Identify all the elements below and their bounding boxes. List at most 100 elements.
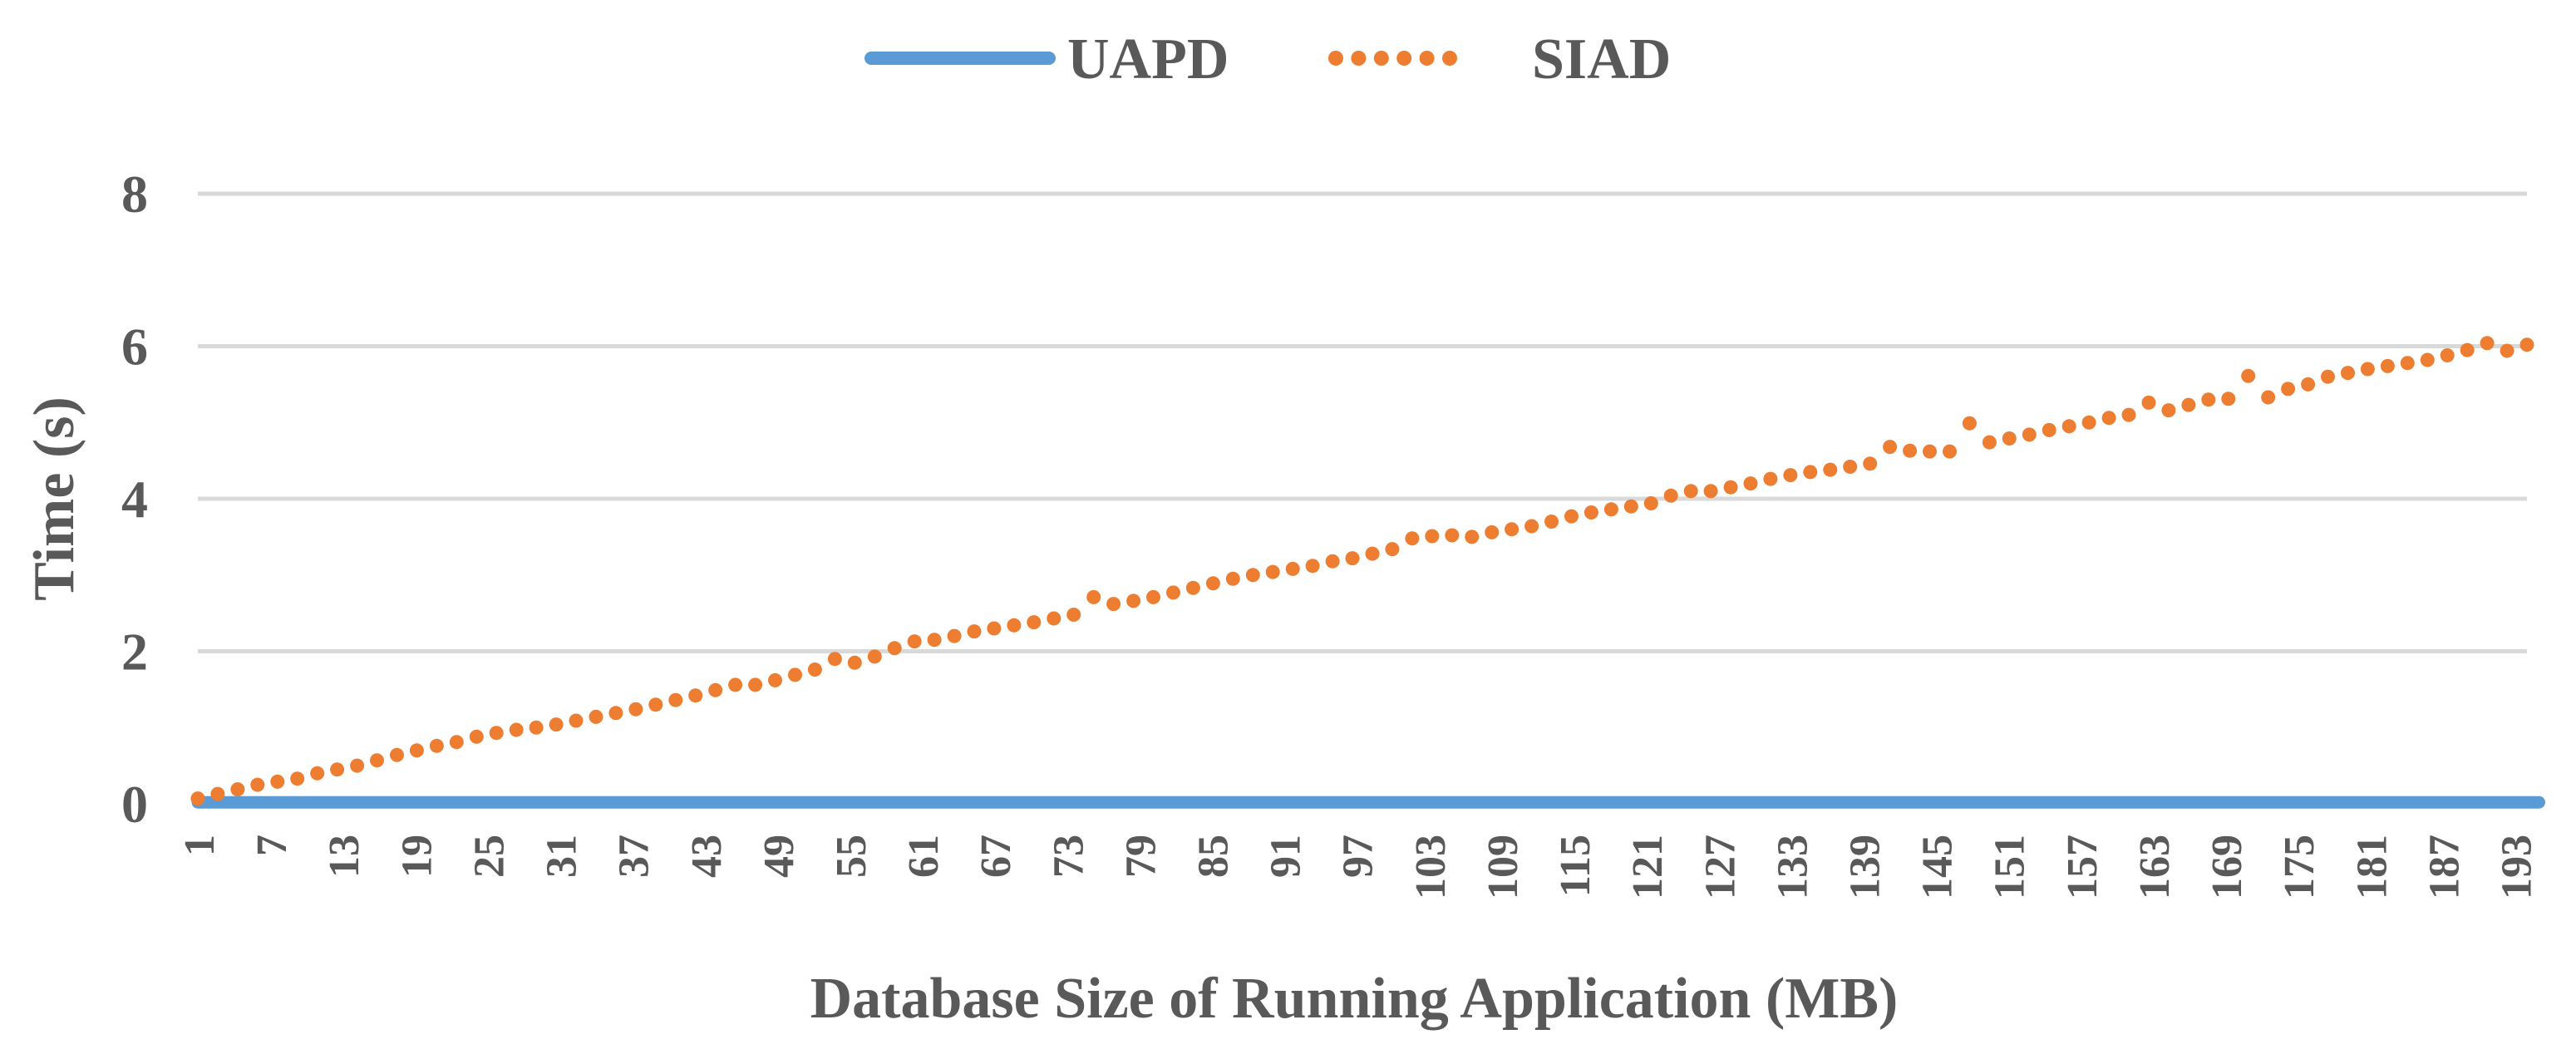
data-point — [1962, 416, 1977, 431]
data-point — [1524, 519, 1539, 534]
data-point — [2360, 362, 2375, 377]
x-tick-label: 97 — [1335, 835, 1382, 878]
data-point — [1126, 593, 1141, 608]
legend-label-siad: SIAD — [1532, 27, 1671, 91]
data-point — [2380, 358, 2395, 373]
data-point — [1345, 551, 1360, 566]
x-axis-ticks: 1 7 13 19 25 31 37 43 49 55 61 67 73 79 85 91 97 103 109 11… — [176, 835, 2540, 899]
x-tick-label: 163 — [2131, 835, 2179, 899]
data-point — [668, 692, 683, 707]
data-point — [230, 782, 245, 797]
data-point — [509, 722, 524, 737]
legend-label-uapd: UAPD — [1067, 27, 1229, 91]
data-point — [330, 762, 345, 777]
data-point — [1603, 502, 1618, 517]
data-point — [390, 747, 404, 762]
data-point — [1505, 522, 1519, 537]
data-point — [2440, 348, 2455, 362]
data-point — [1445, 528, 1460, 543]
data-point — [1903, 443, 1918, 458]
data-point — [1365, 546, 1380, 561]
x-tick-label: 61 — [900, 835, 948, 878]
data-point — [688, 688, 703, 703]
data-point — [2500, 343, 2514, 358]
legend-swatch-siad — [1328, 51, 1457, 66]
data-point — [1683, 484, 1698, 499]
data-point — [310, 766, 325, 781]
legend-dot — [1373, 51, 1389, 66]
data-point — [449, 735, 464, 750]
data-point — [1743, 476, 1758, 491]
data-point — [1185, 580, 1200, 595]
data-point — [927, 633, 942, 648]
data-point — [1923, 444, 1937, 459]
x-axis-label: Database Size of Running Application (MB… — [810, 967, 1899, 1031]
data-point — [1783, 468, 1798, 483]
data-point — [2460, 342, 2475, 357]
x-tick-label: 127 — [1697, 835, 1744, 899]
data-point — [1584, 505, 1598, 520]
data-point — [2241, 368, 2256, 383]
x-tick-label: 37 — [611, 835, 658, 878]
y-tick-label: 0 — [121, 775, 148, 834]
data-point — [1803, 465, 1818, 480]
data-point — [748, 677, 763, 692]
y-tick-label: 6 — [121, 318, 148, 377]
data-point — [190, 791, 205, 806]
data-point — [1564, 509, 1579, 524]
x-tick-label: 121 — [1624, 835, 1672, 899]
data-point — [788, 667, 802, 682]
data-point — [1265, 564, 1280, 579]
x-tick-label: 115 — [1552, 835, 1599, 897]
x-tick-label: 139 — [1842, 835, 1889, 899]
data-point — [847, 655, 862, 670]
data-point — [1305, 559, 1320, 574]
data-point — [1943, 444, 1957, 459]
data-point — [827, 652, 842, 667]
x-tick-label: 169 — [2204, 835, 2251, 899]
data-point — [1843, 460, 1858, 474]
data-point — [1623, 499, 1638, 514]
x-tick-label: 193 — [2493, 835, 2540, 899]
data-point — [1485, 525, 1500, 539]
data-point — [2101, 411, 2116, 426]
data-point — [409, 743, 424, 758]
x-tick-label: 103 — [1407, 835, 1455, 899]
data-point — [1863, 456, 1878, 471]
data-point — [2301, 377, 2316, 392]
x-tick-label: 157 — [2059, 835, 2106, 899]
data-point — [270, 774, 285, 789]
data-point — [1007, 618, 1022, 633]
data-point — [290, 771, 305, 786]
data-point — [2022, 427, 2037, 442]
y-axis-label: Time (s) — [22, 396, 86, 601]
gridlines — [198, 191, 2527, 653]
data-point — [2281, 382, 2296, 396]
data-point — [350, 758, 365, 773]
data-point — [2519, 337, 2534, 352]
legend-dot — [1442, 51, 1457, 66]
legend: UAPD SIAD — [864, 27, 1671, 91]
data-point — [947, 628, 962, 643]
data-point — [2420, 352, 2435, 367]
data-point — [569, 713, 584, 728]
x-tick-label: 187 — [2421, 835, 2468, 899]
series-siad — [190, 336, 2534, 806]
data-point — [1146, 589, 1160, 604]
data-point — [887, 641, 902, 656]
data-point — [529, 720, 544, 735]
data-point — [1086, 589, 1101, 604]
data-point — [2480, 336, 2495, 351]
y-tick-label: 4 — [121, 470, 148, 529]
legend-dot — [1396, 51, 1412, 66]
data-point — [250, 777, 265, 792]
data-point — [549, 717, 564, 732]
data-point — [768, 672, 782, 687]
x-tick-label: 67 — [973, 835, 1020, 878]
data-point — [907, 634, 922, 649]
data-point — [1225, 571, 1240, 586]
x-tick-label: 175 — [2276, 835, 2323, 899]
x-tick-label: 43 — [683, 835, 731, 878]
data-point — [1405, 531, 1420, 546]
